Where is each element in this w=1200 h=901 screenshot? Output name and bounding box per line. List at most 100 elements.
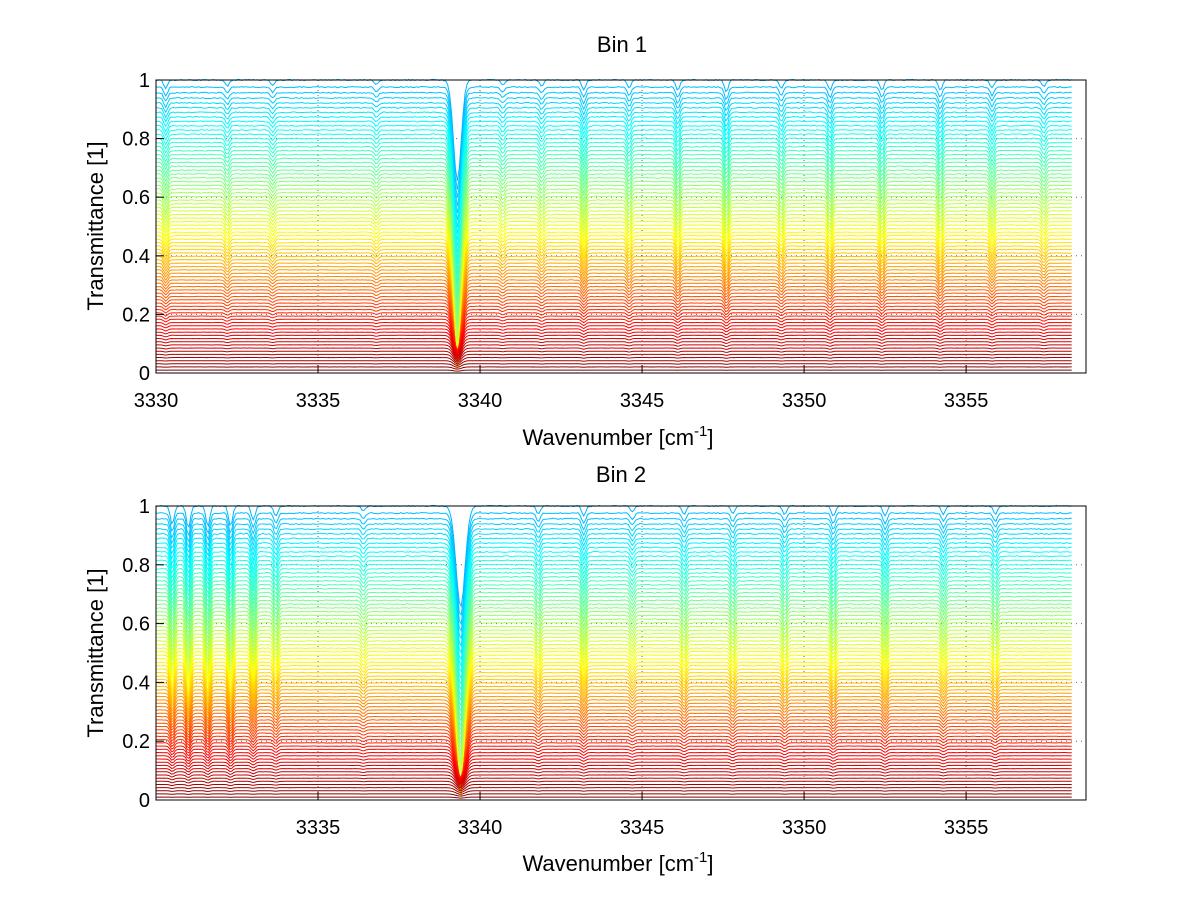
spectrum-series: [155, 650, 1072, 787]
spectrum-series: [156, 587, 1072, 723]
spectrum-series: [156, 777, 1072, 789]
spectrum-series: [155, 279, 1072, 355]
spectrum-series: [156, 161, 1072, 297]
y-tick-label: 0.2: [122, 731, 150, 753]
spectrum-series: [155, 224, 1072, 360]
spectrum-series: [156, 141, 1072, 271]
x-tick-labels: 3330 3335 3340 3345 3350 3355: [134, 390, 989, 412]
spectrum-series: [155, 169, 1072, 306]
spectrum-series: [155, 657, 1072, 792]
spectrum-series: [155, 719, 1072, 779]
spectrum-series: [155, 751, 1072, 780]
spectrum-series: [156, 647, 1072, 784]
x-tick-labels: 3335 3340 3345 3350 3355: [296, 817, 989, 839]
spectrum-series: [155, 632, 1072, 772]
spectrum-series: [155, 575, 1072, 708]
spectrum-series: [155, 668, 1072, 798]
spectrum-series: [155, 546, 1072, 668]
x-tick-label: 3340: [458, 817, 503, 839]
spectrum-series: [155, 675, 1072, 793]
spectrum-series: [155, 292, 1072, 354]
x-axis-label-main: Wavenumber [cm: [522, 851, 694, 876]
spectrum-series: [155, 96, 1072, 207]
spectrum-series: [155, 682, 1072, 790]
y-tick-labels: 0 0.2 0.4 0.6 0.8 1: [122, 70, 150, 385]
spectrum-series: [155, 603, 1072, 741]
chart-title: Bin 1: [597, 32, 647, 57]
spectrum-series: [156, 532, 1072, 648]
spectrum-series: [156, 793, 1072, 797]
tick-marks: [156, 505, 967, 801]
spectrum-series: [155, 275, 1072, 355]
spectrum-series: [155, 259, 1072, 361]
spectrum-series: [155, 599, 1072, 737]
spectrum-series: [155, 153, 1072, 286]
spectrum-series: [156, 790, 1072, 795]
plot-frame: [155, 505, 1087, 801]
spectrum-series: [155, 692, 1072, 786]
spectrum-series: [155, 101, 1072, 214]
spectrum-series: [156, 784, 1072, 792]
spectrum-series: [155, 133, 1072, 259]
spectrum-series: [155, 555, 1072, 680]
x-tick-label: 3355: [944, 817, 989, 839]
spectrum-series: [155, 654, 1072, 790]
spectrum-series: [155, 722, 1072, 779]
spectrum-series: [155, 111, 1072, 228]
spectrum-series: [155, 755, 1072, 781]
spectrum-series: [155, 712, 1072, 780]
spectrum-series: [155, 252, 1072, 364]
spectrum-series: [155, 579, 1072, 714]
spectrum-series: [155, 702, 1072, 782]
chart-title: Bin 2: [596, 462, 646, 487]
x-axis-label-sup: -1: [694, 849, 707, 866]
spectrum-series: [155, 705, 1072, 782]
spectrum-series: [156, 742, 1072, 779]
spectrum-series: [155, 173, 1072, 310]
spectrum-series: [156, 360, 1072, 367]
spectrum-series: [155, 312, 1072, 353]
spectrum-series: [156, 774, 1072, 787]
x-tick-label: 3350: [782, 390, 827, 412]
spectrum-series: [155, 595, 1072, 732]
spectrum-series: [155, 262, 1072, 360]
spectrum-series: [155, 145, 1072, 276]
spectrum-series: [155, 165, 1072, 301]
y-tick-label: 0.4: [122, 246, 150, 268]
spectrum-series: [155, 689, 1072, 787]
spectrum-series: [155, 511, 1072, 617]
spectrum-series: [155, 664, 1072, 797]
spectrum-series: [156, 337, 1072, 357]
spectrum-series: [155, 643, 1072, 782]
spectrum-series: [155, 334, 1072, 356]
series-group: [155, 78, 1072, 372]
spectrum-series: [155, 761, 1072, 783]
spectrum-series: [155, 184, 1072, 323]
spectrum-series: [156, 567, 1072, 698]
spectrum-series: [155, 517, 1072, 626]
x-tick-label: 3345: [620, 390, 665, 412]
x-axis-label: Wavenumber [cm-1]: [522, 849, 713, 876]
plot-frame: [155, 79, 1087, 374]
spectrum-series: [156, 344, 1072, 359]
spectrum-series: [155, 265, 1072, 358]
spectrum-series: [155, 671, 1072, 795]
y-axis-label: Transmittance [1]: [83, 568, 108, 737]
spectrum-series: [155, 695, 1072, 785]
spectrum-series: [155, 213, 1072, 351]
spectrum-series: [156, 745, 1072, 779]
spectrum-series: [155, 137, 1072, 264]
spectrum-series: [155, 234, 1072, 368]
spectrum-series: [156, 796, 1072, 799]
x-tick-label: 3335: [296, 817, 341, 839]
spectrum-series: [155, 709, 1072, 781]
x-axis-label-end: ]: [707, 851, 713, 876]
spectrum-series: [155, 191, 1072, 330]
spectrum-series: [155, 618, 1072, 758]
bin-2-panel: Bin 2 3335 3340 3345 3350 3355 0 0.2 0.4 0.6 0.8…: [83, 462, 1087, 876]
spectrum-series: [155, 305, 1072, 353]
spectrum-series: [155, 610, 1072, 750]
y-axis-label: Transmittance [1]: [83, 141, 108, 310]
spectrum-series: [156, 764, 1072, 784]
